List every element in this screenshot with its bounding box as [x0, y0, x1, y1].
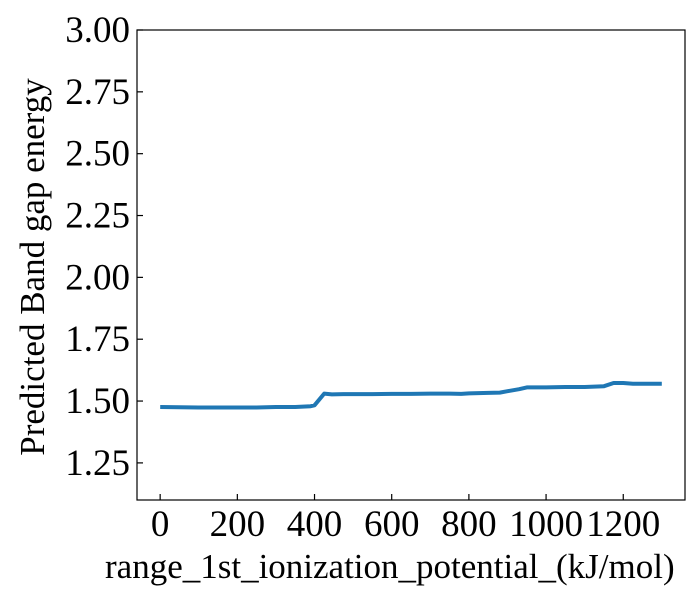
- y-axis-label: Predicted Band gap energy: [13, 78, 52, 456]
- x-tick-label: 800: [441, 504, 497, 545]
- x-tick-label: 1000: [509, 504, 583, 545]
- y-tick-label: 2.75: [65, 72, 130, 113]
- y-tick-label: 1.75: [65, 319, 130, 360]
- x-axis-ticks: 0 200 400 600 800 1000 1200: [151, 494, 660, 545]
- y-tick-label: 2.25: [65, 196, 130, 237]
- plot-frame: [136, 29, 686, 501]
- y-tick-label: 3.00: [65, 10, 130, 51]
- y-tick-label: 1.50: [65, 381, 130, 422]
- y-tick-label: 2.00: [65, 257, 130, 298]
- y-tick-label: 2.50: [65, 134, 130, 175]
- series-layer: [160, 381, 662, 410]
- x-tick-label: 1200: [586, 504, 660, 545]
- x-tick-label: 200: [210, 504, 266, 545]
- series-line: [160, 381, 662, 410]
- x-tick-label: 400: [287, 504, 343, 545]
- x-tick-label: 0: [151, 504, 170, 545]
- y-axis-ticks: 1.25 1.50 1.75 2.00 2.25 2.50 2.75 3.00: [65, 10, 143, 484]
- y-tick-label: 1.25: [65, 443, 130, 484]
- x-axis-label: range_1st_ionization_potential_(kJ/mol): [105, 547, 675, 586]
- x-tick-label: 600: [364, 504, 420, 545]
